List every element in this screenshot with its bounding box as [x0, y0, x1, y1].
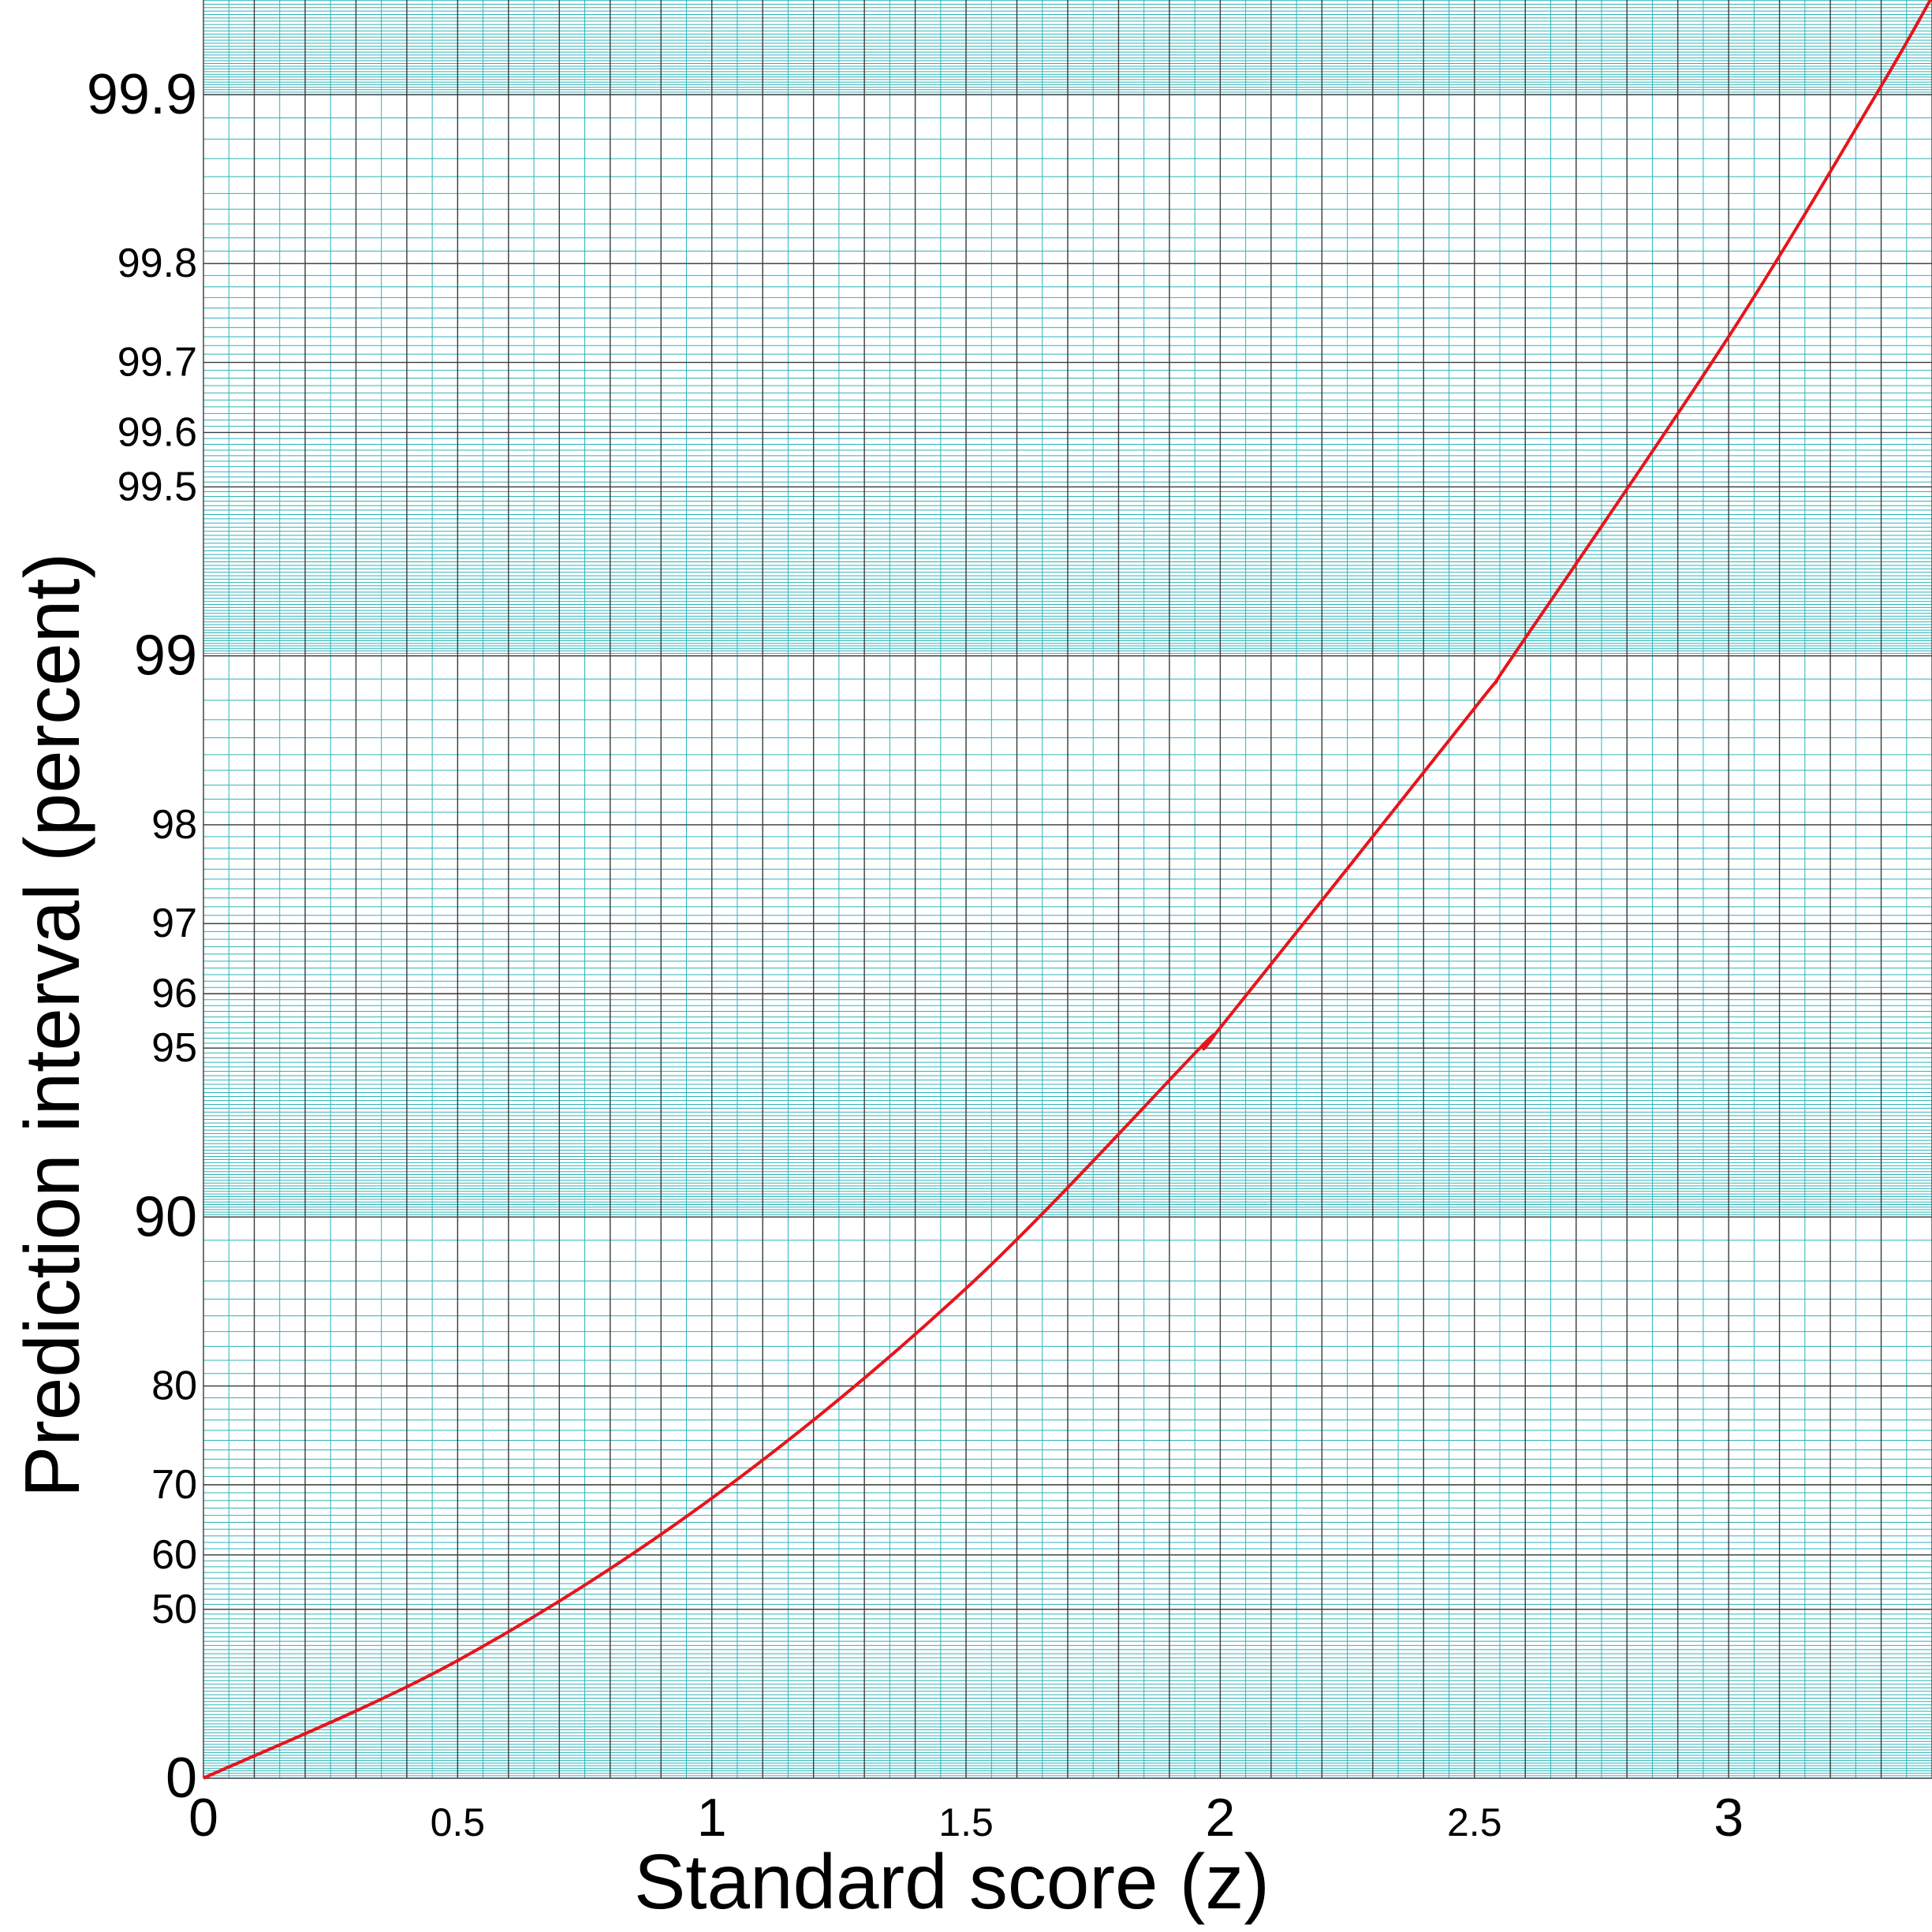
- y-tick-label: 50: [151, 1587, 197, 1632]
- x-tick-label: 1.5: [938, 1800, 994, 1844]
- series-line: [203, 0, 1932, 1780]
- y-tick-label: 99.7: [117, 340, 197, 386]
- y-axis-label: Prediction interval (percent): [9, 553, 95, 1497]
- y-tick-label: 90: [134, 1185, 197, 1248]
- y-tick-labels: 0 50 60 70 80 90 95 96 97 98 99 99.5 99.6 99.7 99.8 99.…: [87, 63, 197, 1810]
- y-tick-label: 99.6: [117, 409, 197, 455]
- y-tick-label: 99.9: [87, 63, 197, 126]
- y-tick-label: 99: [134, 625, 197, 688]
- y-tick-label: 0: [166, 1747, 197, 1810]
- y-tick-label: 97: [151, 901, 197, 946]
- x-tick-label: 2.5: [1447, 1800, 1502, 1844]
- x-tick-label: 0.5: [431, 1800, 486, 1844]
- y-tick-label: 80: [151, 1363, 197, 1409]
- x-tick-labels: 0 0.5 1 1.5 2 2.5 3: [188, 1788, 1744, 1848]
- y-tick-label: 60: [151, 1532, 197, 1578]
- x-axis-label: Standard score (z): [634, 1838, 1270, 1925]
- y-tick-label: 99.5: [117, 464, 197, 509]
- series-layer: [203, 0, 1932, 1780]
- y-tick-label: 98: [151, 802, 197, 848]
- y-tick-label: 95: [151, 1025, 197, 1071]
- x-tick-label: 3: [1714, 1788, 1744, 1848]
- x-tick-label: 0: [188, 1788, 218, 1848]
- minor-x-grid: [228, 0, 1908, 1778]
- y-tick-label: 99.8: [117, 241, 197, 286]
- x-tick-label: 2: [1205, 1788, 1235, 1848]
- x-tick-label: 1: [697, 1788, 727, 1848]
- major-grid: [203, 0, 1932, 1779]
- y-tick-label: 96: [151, 971, 197, 1016]
- y-tick-label: 70: [151, 1462, 197, 1508]
